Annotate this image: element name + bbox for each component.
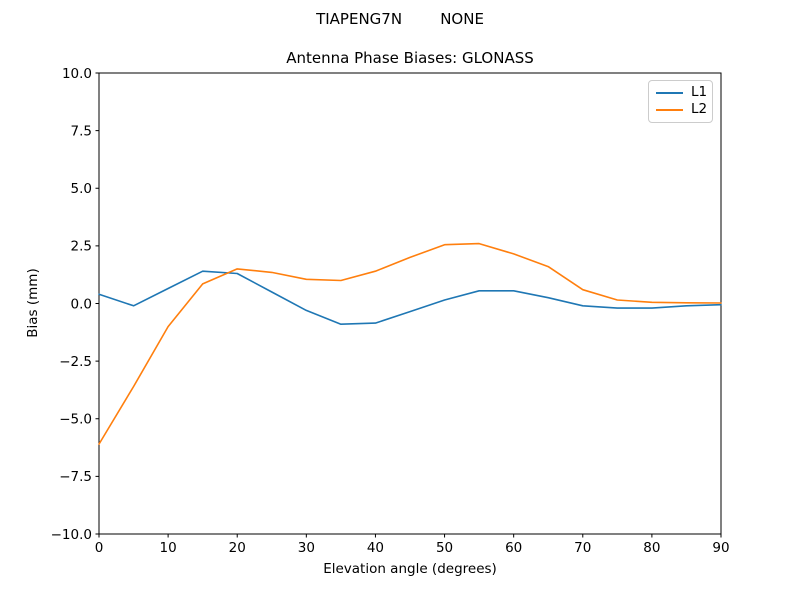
x-tick-label: 80 [643, 540, 660, 556]
x-tick-label: 30 [298, 540, 315, 556]
x-tick-label: 60 [505, 540, 522, 556]
legend-label-l2: L2 [691, 101, 708, 118]
y-tick-label: 10.0 [62, 66, 92, 82]
axes-title: Antenna Phase Biases: GLONASS [286, 49, 534, 67]
y-tick-label: 7.5 [71, 123, 92, 139]
legend-item-l1: L1 [656, 84, 708, 101]
x-tick-label: 50 [436, 540, 453, 556]
legend-swatch-l2 [656, 108, 683, 111]
legend-swatch-l1 [656, 92, 683, 95]
y-tick-label: −5.0 [59, 412, 92, 428]
x-tick-label: 40 [367, 540, 384, 556]
y-tick-label: 0.0 [71, 296, 92, 312]
x-tick-label: 90 [712, 540, 729, 556]
y-tick-label: −7.5 [59, 469, 92, 485]
legend-item-l2: L2 [656, 101, 708, 118]
y-tick-label: −10.0 [51, 527, 92, 543]
axes-frame [98, 72, 722, 535]
legend-label-l1: L1 [691, 84, 708, 101]
series-line-l1 [98, 270, 722, 326]
y-tick-label: −2.5 [59, 354, 92, 370]
x-tick-label: 70 [574, 540, 591, 556]
y-tick-label: 5.0 [71, 181, 92, 197]
x-tick-label: 0 [95, 540, 104, 556]
series-line-l2 [98, 242, 722, 445]
y-axis-label: Bias (mm) [25, 268, 41, 338]
x-tick-label: 10 [160, 540, 177, 556]
x-tick-label: 20 [229, 540, 246, 556]
x-axis-label: Elevation angle (degrees) [323, 561, 497, 577]
legend: L1 L2 [648, 80, 713, 123]
figure-suptitle: TIAPENG7N NONE [316, 10, 484, 28]
y-tick-label: 2.5 [71, 239, 92, 255]
